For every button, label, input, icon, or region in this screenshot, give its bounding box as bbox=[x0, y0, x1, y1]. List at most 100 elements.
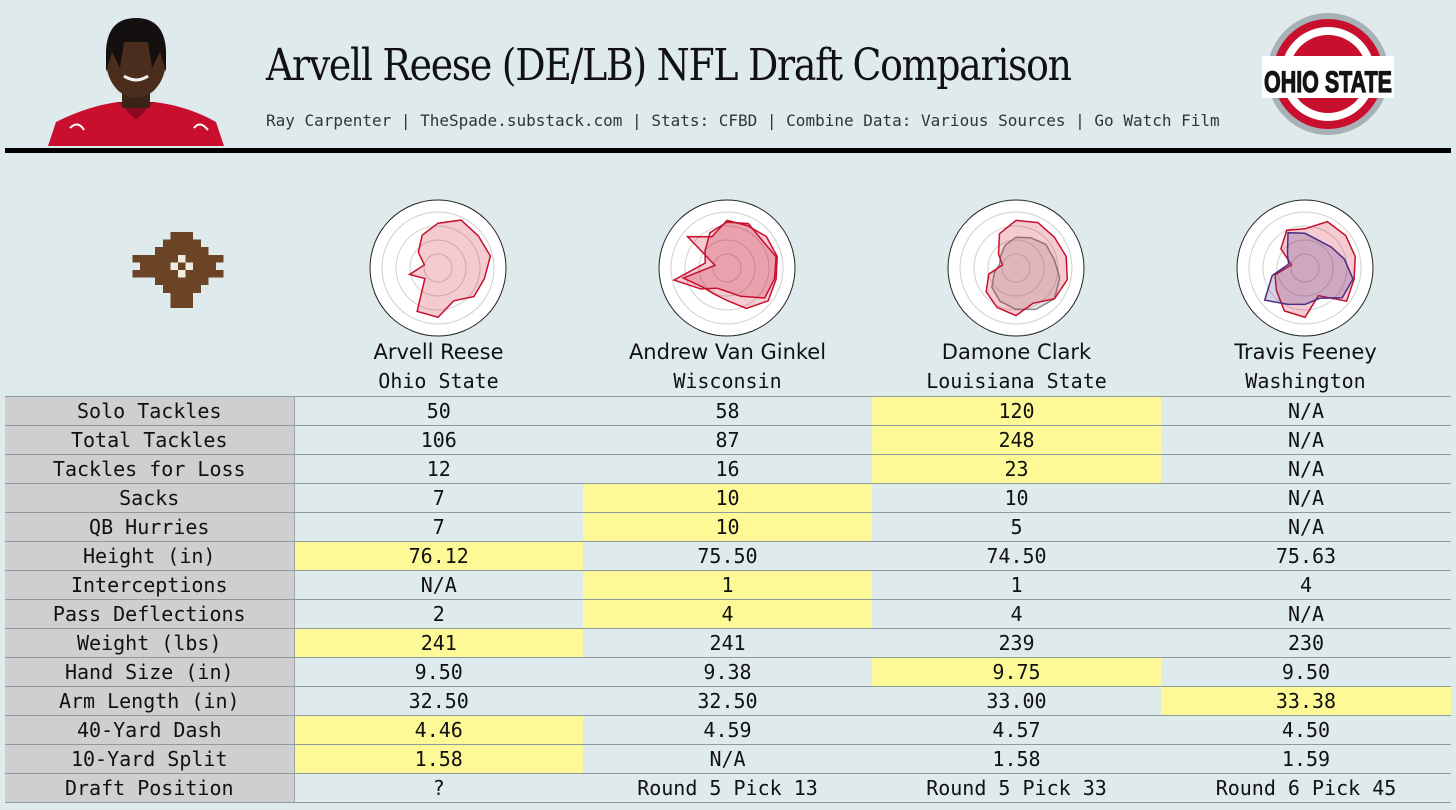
row-label: Pass Deflections bbox=[5, 599, 295, 629]
stat-cell: 4.59 bbox=[583, 715, 872, 745]
stat-cell: 106 bbox=[294, 425, 583, 455]
radar-gridline bbox=[1001, 253, 1031, 283]
stat-cell: 7 bbox=[294, 483, 583, 513]
page-subtitle: Ray Carpenter | TheSpade.substack.com | … bbox=[266, 111, 1220, 130]
radar-chart-arvell-reese bbox=[369, 199, 507, 337]
stat-cell: N/A bbox=[1161, 454, 1451, 484]
stat-cell: 4 bbox=[583, 599, 872, 629]
row-label: Tackles for Loss bbox=[5, 454, 295, 484]
stat-cell: 32.50 bbox=[294, 686, 583, 716]
radar-gridline bbox=[698, 239, 756, 297]
table-row: Height (in) 76.12 75.50 74.50 75.63 bbox=[5, 541, 1451, 571]
player-name: Arvell Reese bbox=[373, 340, 504, 364]
stat-cell: N/A bbox=[1161, 396, 1451, 426]
stat-cell: Round 5 Pick 33 bbox=[872, 773, 1161, 803]
stat-cell: 58 bbox=[583, 396, 872, 426]
player-school: Washington bbox=[1245, 369, 1366, 393]
radar-chart-damone-clark bbox=[947, 199, 1085, 337]
radar-gridline bbox=[1248, 211, 1362, 325]
table-row: Arm Length (in) 32.50 32.50 33.00 33.38 bbox=[5, 686, 1451, 716]
radar-gridline bbox=[1290, 253, 1320, 283]
player-header: Andrew Van Ginkel Wisconsin bbox=[583, 338, 872, 396]
stat-cell: 23 bbox=[872, 454, 1161, 484]
row-label: Height (in) bbox=[5, 541, 295, 571]
radar-gridline bbox=[395, 225, 481, 311]
radar-gridline bbox=[712, 253, 742, 283]
stat-cell: 4.50 bbox=[1161, 715, 1451, 745]
stat-cell: 75.50 bbox=[583, 541, 872, 571]
row-label: Draft Position bbox=[5, 773, 295, 803]
stat-cell: 4 bbox=[872, 599, 1161, 629]
stat-cell: 1.58 bbox=[872, 744, 1161, 774]
stat-cell: 16 bbox=[583, 454, 872, 484]
stat-cell: 4.46 bbox=[294, 715, 583, 745]
row-label: Sacks bbox=[5, 483, 295, 513]
table-row: QB Hurries 7 10 5 N/A bbox=[5, 512, 1451, 542]
stat-cell: 87 bbox=[583, 425, 872, 455]
stat-cell: 1.59 bbox=[1161, 744, 1451, 774]
stat-cell: 10 bbox=[583, 512, 872, 542]
player-name: Andrew Van Ginkel bbox=[628, 340, 827, 364]
stat-cell: 248 bbox=[872, 425, 1161, 455]
table-row: Total Tackles 106 87 248 N/A bbox=[5, 425, 1451, 455]
player-name: Damone Clark bbox=[941, 340, 1092, 364]
stat-cell: 120 bbox=[872, 396, 1161, 426]
row-label: Interceptions bbox=[5, 570, 295, 600]
stat-cell: N/A bbox=[294, 570, 583, 600]
stat-cell: N/A bbox=[1161, 599, 1451, 629]
stat-cell: 32.50 bbox=[583, 686, 872, 716]
table-row: Sacks 7 10 10 N/A bbox=[5, 483, 1451, 513]
radar-gridline bbox=[1262, 225, 1348, 311]
row-label: Weight (lbs) bbox=[5, 628, 295, 658]
player-school: Ohio State bbox=[378, 369, 499, 393]
table-row: Interceptions N/A 1 1 4 bbox=[5, 570, 1451, 600]
stat-cell: 2 bbox=[294, 599, 583, 629]
stat-cell: 9.75 bbox=[872, 657, 1161, 687]
stat-cell: 241 bbox=[294, 628, 583, 658]
player-school: Louisiana State bbox=[926, 369, 1107, 393]
table-row: Draft Position? Round 5 Pick 13 Round 5 Pi… bbox=[5, 773, 1451, 803]
table-row: Weight (lbs) 241 241 239 230 bbox=[5, 628, 1451, 658]
page-title: Arvell Reese (DE/LB) NFL Draft Compariso… bbox=[266, 40, 1072, 91]
radar-gridline bbox=[959, 211, 1073, 325]
player-header: Damone Clark Louisiana State bbox=[872, 338, 1161, 396]
stat-cell: N/A bbox=[1161, 483, 1451, 513]
radar-gridline bbox=[381, 211, 495, 325]
row-label: Total Tackles bbox=[5, 425, 295, 455]
stat-cell: 33.38 bbox=[1161, 686, 1451, 716]
row-label: Arm Length (in) bbox=[5, 686, 295, 716]
stats-table: Solo Tackles 50 58 120 N/A Total Tackles 106 87… bbox=[5, 396, 1451, 803]
stat-cell: 33.00 bbox=[872, 686, 1161, 716]
stat-cell: 9.38 bbox=[583, 657, 872, 687]
radar-chart-andrew-van-ginkel bbox=[658, 199, 796, 337]
radar-gridline bbox=[423, 253, 453, 283]
stat-cell: 4 bbox=[1161, 570, 1451, 600]
stat-cell: 9.50 bbox=[294, 657, 583, 687]
table-row: Hand Size (in) 9.50 9.38 9.75 9.50 bbox=[5, 657, 1451, 687]
row-label: Hand Size (in) bbox=[5, 657, 295, 687]
radar-series-polygon bbox=[407, 219, 492, 319]
stat-cell: 12 bbox=[294, 454, 583, 484]
radar-gridline bbox=[684, 225, 770, 311]
radar-series-polygon bbox=[1263, 231, 1354, 306]
stat-cell: 1 bbox=[872, 570, 1161, 600]
stat-cell: 5 bbox=[872, 512, 1161, 542]
radar-gridline bbox=[1276, 239, 1334, 297]
stat-cell: 7 bbox=[294, 512, 583, 542]
stat-cell: 9.50 bbox=[1161, 657, 1451, 687]
stat-cell: Round 6 Pick 45 bbox=[1161, 773, 1451, 803]
stat-cell: 4.57 bbox=[872, 715, 1161, 745]
stat-cell: 76.12 bbox=[294, 541, 583, 571]
radar-chart-travis-feeney bbox=[1236, 199, 1374, 337]
player-header: Travis Feeney Washington bbox=[1161, 338, 1450, 396]
radar-series-polygon bbox=[1274, 220, 1356, 319]
stat-cell: N/A bbox=[1161, 425, 1451, 455]
row-label: 40-Yard Dash bbox=[5, 715, 295, 745]
ohio-state-logo: OHIO STATE bbox=[1262, 13, 1394, 135]
table-row: Solo Tackles 50 58 120 N/A bbox=[5, 396, 1451, 426]
stat-cell: 1.58 bbox=[294, 744, 583, 774]
player-header: Arvell Reese Ohio State bbox=[294, 338, 583, 396]
stat-cell: 241 bbox=[583, 628, 872, 658]
header-divider bbox=[5, 148, 1451, 153]
stat-cell: Round 5 Pick 13 bbox=[583, 773, 872, 803]
